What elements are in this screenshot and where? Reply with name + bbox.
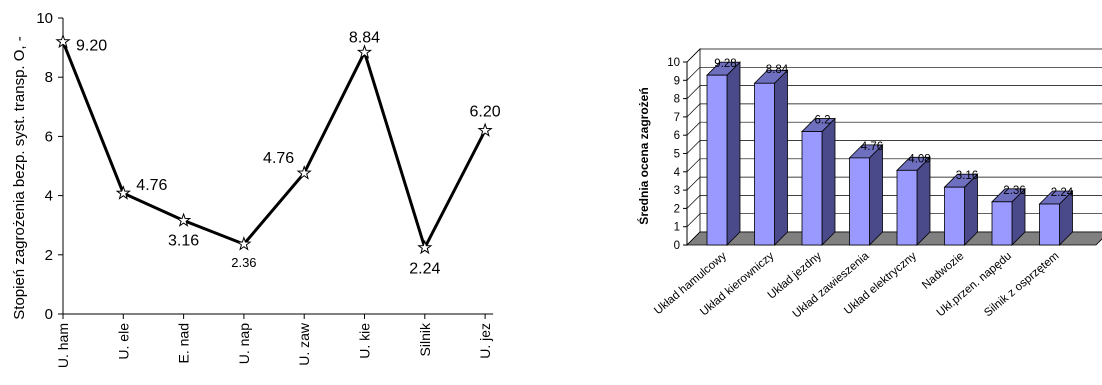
y-tick-label: 2 xyxy=(45,247,53,264)
y-tick-label: 1 xyxy=(674,222,680,234)
y-tick-label: 9 xyxy=(674,75,680,87)
x-tick-label: U. jez xyxy=(477,323,493,359)
data-label: 3.16 xyxy=(168,232,199,249)
y-tick-label: 7 xyxy=(674,112,680,124)
y-tick-label: 4 xyxy=(45,188,53,205)
data-point xyxy=(356,44,373,59)
y-tick-label: 8 xyxy=(45,69,53,86)
data-label: 9.28 xyxy=(714,58,736,70)
x-tick-label: E. nad xyxy=(176,323,192,363)
bar-side xyxy=(916,156,931,246)
x-tick-label: U. zaw xyxy=(296,322,312,366)
bar xyxy=(896,156,931,246)
x-tick-label: U. ele xyxy=(115,323,131,360)
data-label: 8.84 xyxy=(349,29,380,46)
data-label: 6.2 xyxy=(815,115,831,127)
gridline xyxy=(686,176,1102,191)
bar xyxy=(943,173,979,246)
x-tick-label: U. nap xyxy=(236,323,252,364)
data-label: 4.76 xyxy=(861,141,883,153)
bar xyxy=(706,61,741,246)
bar-chart-3d: 0 1 2 3 4 5 6 7 8 9 10 9.28 8.84 6.2 4.76 4.08 3.16 2.36 2… xyxy=(636,48,1102,321)
line-chart: 0 2 4 6 8 10 U. ham U. ele E. nad U. nap U. zaw U. … xyxy=(11,10,501,368)
gridline xyxy=(686,85,1102,99)
bar-front xyxy=(706,74,728,246)
y-tick-label: 3 xyxy=(674,185,680,197)
gridline xyxy=(686,103,1102,118)
y-tick-label: 6 xyxy=(45,128,53,145)
bar xyxy=(801,117,836,246)
data-point xyxy=(296,165,312,180)
data-label: 4.08 xyxy=(908,153,930,165)
data-label: 2.36 xyxy=(1003,185,1025,197)
gridline xyxy=(686,121,1102,136)
data-label: 2.24 xyxy=(1051,187,1074,199)
gridline xyxy=(686,66,1102,81)
data-label: 2.24 xyxy=(409,261,440,278)
bar-side xyxy=(774,69,788,246)
bar-front xyxy=(991,201,1013,246)
data-point xyxy=(55,33,71,49)
y-tick-label: 4 xyxy=(674,167,681,179)
bar xyxy=(991,187,1026,246)
data-point xyxy=(417,239,433,255)
bar-front xyxy=(801,131,823,246)
data-label: 4.76 xyxy=(136,177,167,194)
data-point xyxy=(175,212,192,227)
data-label: 9.20 xyxy=(76,38,107,55)
data-point xyxy=(115,185,131,200)
x-tick-label: U. kie xyxy=(357,323,373,359)
y-tick-label: 6 xyxy=(674,130,680,142)
bar xyxy=(1038,190,1074,246)
y-axis-title: Stopień zagrożenia bezp. syst. transp. O… xyxy=(11,36,28,319)
data-point xyxy=(236,236,252,251)
series-line xyxy=(61,41,487,252)
y-tick-label: 5 xyxy=(674,149,680,161)
bar-front xyxy=(896,169,918,246)
bar-front xyxy=(849,157,870,246)
data-label: 3.16 xyxy=(956,170,978,182)
bar-side xyxy=(869,143,883,246)
x-tick-label: U. ham xyxy=(55,323,71,368)
bar-front xyxy=(944,186,965,246)
gridline xyxy=(686,158,1102,173)
y-axis-title: Średnia ocena zagrożeń xyxy=(636,87,651,224)
gridline xyxy=(686,140,1102,154)
data-point xyxy=(477,122,493,137)
x-tick-label: Nadwozie xyxy=(920,250,966,292)
y-tick-label: 0 xyxy=(45,306,53,323)
data-label: 8.84 xyxy=(766,64,789,76)
bar-side xyxy=(726,61,741,246)
bar-side xyxy=(821,117,836,246)
bar-front xyxy=(1039,203,1060,246)
data-label: 6.20 xyxy=(470,103,501,120)
bar xyxy=(848,143,884,246)
y-tick-label: 0 xyxy=(674,240,680,252)
y-tick-label: 8 xyxy=(674,94,680,106)
gridline xyxy=(686,48,1102,63)
y-tick-label: 10 xyxy=(36,10,53,27)
data-label: 2.36 xyxy=(231,255,256,270)
bar xyxy=(753,69,789,246)
data-label: 4.76 xyxy=(263,150,294,167)
y-tick-label: 2 xyxy=(674,203,680,215)
y-tick-label: 10 xyxy=(667,57,680,69)
x-tick-label: Silnik xyxy=(417,322,433,356)
bar-front xyxy=(754,82,775,246)
